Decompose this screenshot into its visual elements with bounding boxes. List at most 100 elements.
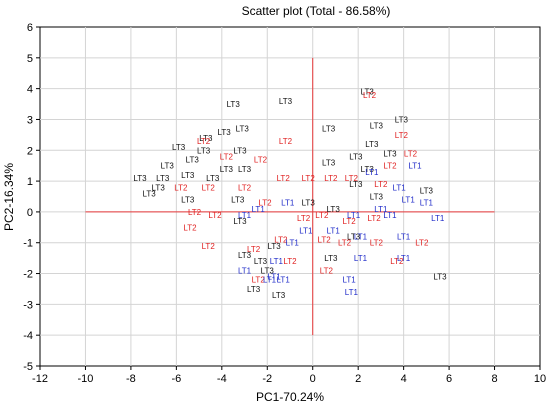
point-label-lt2: LT2 <box>258 199 272 208</box>
x-tick-label: -2 <box>262 373 272 385</box>
point-label-lt2: LT2 <box>238 183 252 192</box>
y-tick-label: 3 <box>27 114 33 126</box>
point-label-lt1: LT1 <box>408 162 422 171</box>
point-label-lt3: LT3 <box>361 88 375 97</box>
point-label-lt1: LT1 <box>347 211 361 220</box>
point-label-lt3: LT3 <box>233 217 247 226</box>
y-tick-label: 1 <box>27 176 33 188</box>
x-tick-label: 8 <box>491 373 497 385</box>
x-tick-label: -12 <box>32 373 48 385</box>
point-label-lt1: LT1 <box>420 199 434 208</box>
point-label-lt3: LT3 <box>370 122 384 131</box>
y-tick-label: 2 <box>27 145 33 157</box>
x-tick-label: 4 <box>401 373 407 385</box>
point-label-lt2: LT2 <box>415 239 429 248</box>
point-label-lt2: LT2 <box>197 137 211 146</box>
x-tick-label: 6 <box>446 373 452 385</box>
point-label-lt2: LT2 <box>370 239 384 248</box>
reference-lines <box>85 57 495 336</box>
point-label-lt3: LT3 <box>220 165 234 174</box>
point-label-lt2: LT2 <box>174 183 188 192</box>
point-label-lt3: LT3 <box>272 291 286 300</box>
plot-area <box>39 26 541 367</box>
point-label-lt1: LT1 <box>431 214 445 223</box>
point-label-lt1: LT1 <box>252 205 266 214</box>
point-label-lt3: LT3 <box>238 165 252 174</box>
x-tick-label: -8 <box>126 373 136 385</box>
point-label-lt2: LT2 <box>220 152 234 161</box>
point-label-lt2: LT2 <box>302 174 316 183</box>
point-label-lt3: LT3 <box>261 266 275 275</box>
point-label-lt3: LT3 <box>302 199 316 208</box>
point-label-lt3: LT3 <box>247 285 261 294</box>
point-label-lt2: LT2 <box>317 236 331 245</box>
x-axis-title: PC1-70.24% <box>256 390 324 404</box>
point-label-lt1: LT1 <box>397 254 411 263</box>
point-label-lt2: LT2 <box>277 174 291 183</box>
point-label-lt1: LT1 <box>397 233 411 242</box>
point-label-lt3: LT3 <box>383 149 397 158</box>
point-label-lt3: LT3 <box>156 174 170 183</box>
point-label-lt1: LT1 <box>345 288 359 297</box>
point-label-lt2: LT2 <box>404 149 418 158</box>
point-label-lt3: LT3 <box>327 205 341 214</box>
y-tick-label: -3 <box>23 299 33 311</box>
point-label-lt3: LT3 <box>197 146 211 155</box>
point-label-lt3: LT3 <box>227 100 241 109</box>
y-axis-title: PC2-16.34% <box>2 163 16 231</box>
point-label-lt3: LT3 <box>181 196 195 205</box>
point-label-lt2: LT2 <box>383 162 397 171</box>
point-label-lt3: LT3 <box>324 254 338 263</box>
point-label-lt3: LT3 <box>322 159 336 168</box>
point-label-lt3: LT3 <box>233 146 247 155</box>
point-label-lt2: LT2 <box>338 239 352 248</box>
point-label-lt3: LT3 <box>349 152 363 161</box>
point-label-lt2: LT2 <box>279 137 293 146</box>
point-label-lt1: LT1 <box>383 211 397 220</box>
point-label-lt3: LT3 <box>133 174 147 183</box>
y-tick-label: 6 <box>27 22 33 34</box>
point-label-lt2: LT2 <box>342 217 356 226</box>
point-label-lt3: LT3 <box>420 186 434 195</box>
point-label-lt3: LT3 <box>199 134 213 143</box>
point-label-lt2: LT2 <box>202 183 216 192</box>
point-label-lt1: LT1 <box>374 205 388 214</box>
point-label-lt2: LT2 <box>395 131 409 140</box>
y-tick-label: -2 <box>23 269 33 281</box>
point-label-lt3: LT3 <box>172 143 186 152</box>
point-label-lt3: LT3 <box>186 156 200 165</box>
point-label-lt2: LT2 <box>297 214 311 223</box>
point-label-lt2: LT2 <box>315 211 329 220</box>
x-tick-label: -6 <box>171 373 181 385</box>
point-label-lt2: LT2 <box>247 245 261 254</box>
point-label-lt2: LT2 <box>254 156 268 165</box>
point-label-lt3: LT3 <box>370 193 384 202</box>
y-tick-label: -5 <box>23 361 33 373</box>
point-label-lt1: LT1 <box>354 233 368 242</box>
point-label-lt3: LT3 <box>395 115 409 124</box>
point-label-lt3: LT3 <box>161 162 175 171</box>
point-label-lt1: LT1 <box>342 276 356 285</box>
point-label-lt1: LT1 <box>365 168 379 177</box>
point-label-lt2: LT2 <box>183 223 197 232</box>
point-label-lt3: LT3 <box>181 171 195 180</box>
point-label-lt2: LT2 <box>252 276 266 285</box>
point-label-lt3: LT3 <box>322 125 336 134</box>
point-label-lt1: LT1 <box>238 266 252 275</box>
point-label-lt2: LT2 <box>324 174 338 183</box>
point-label-lt3: LT3 <box>236 125 250 134</box>
point-label-lt2: LT2 <box>283 257 297 266</box>
point-label-lt3: LT3 <box>231 196 245 205</box>
point-label-lt1: LT1 <box>238 211 252 220</box>
point-label-lt2: LT2 <box>320 266 334 275</box>
point-label-lt3: LT3 <box>238 251 252 260</box>
point-label-lt2: LT2 <box>208 211 222 220</box>
point-label-lt1: LT1 <box>299 226 313 235</box>
point-label-lt1: LT1 <box>402 196 416 205</box>
y-tick-label: 0 <box>27 207 33 219</box>
point-label-lt3: LT3 <box>254 257 268 266</box>
point-label-lt3: LT3 <box>152 183 166 192</box>
point-label-lt2: LT2 <box>363 91 377 100</box>
y-axis-ticks: -5 -4 -3 -2 -1 0 1 2 3 4 5 6 <box>23 22 40 373</box>
